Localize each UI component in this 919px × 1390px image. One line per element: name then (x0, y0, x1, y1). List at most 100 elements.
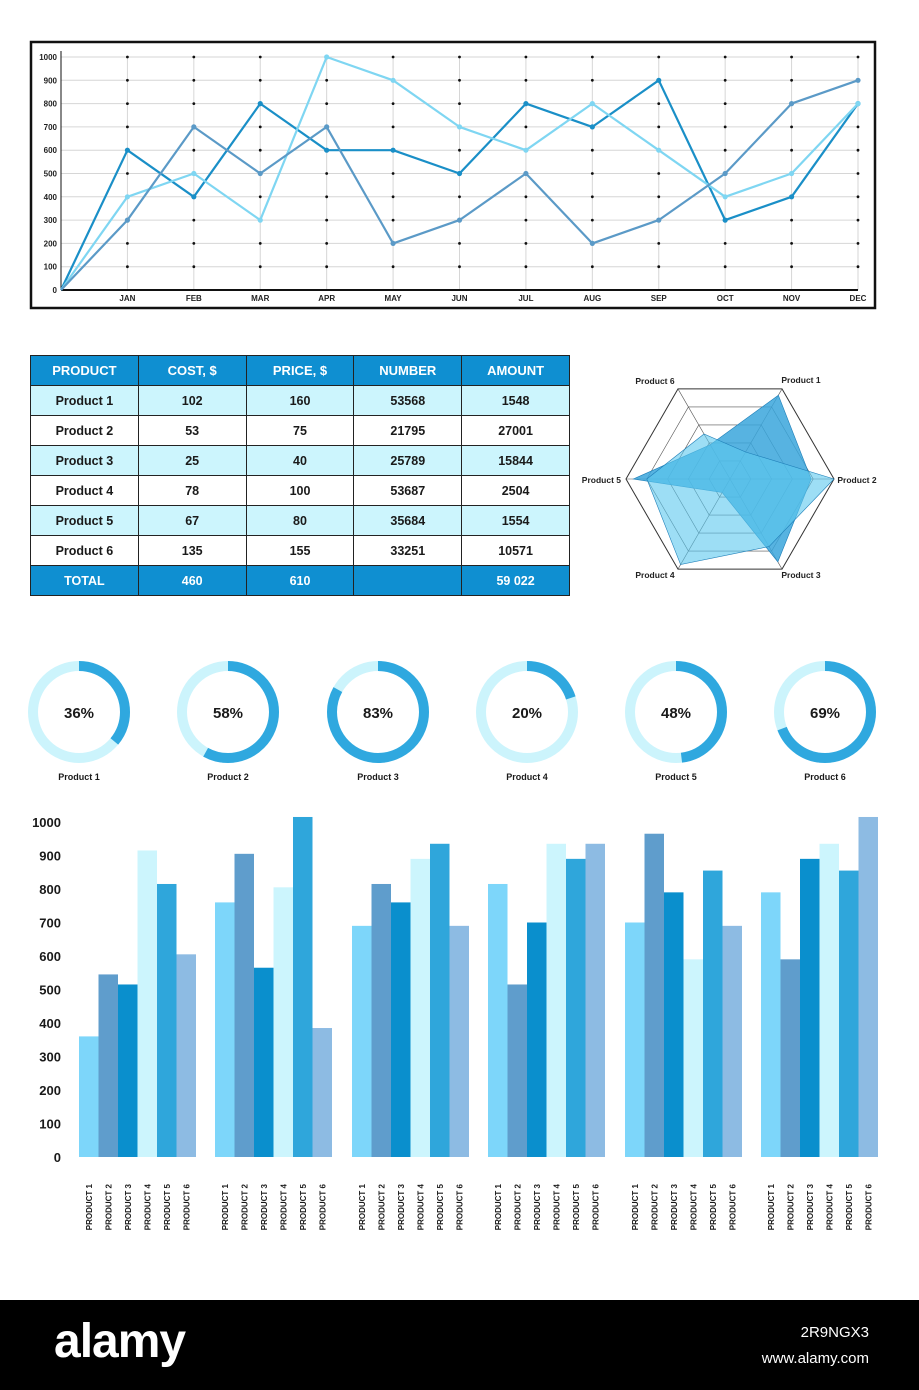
series-point-2 (257, 217, 263, 223)
footer-site-url: www.alamy.com (761, 1350, 869, 1367)
series-point-1 (722, 217, 728, 223)
grid-dot (657, 242, 661, 245)
bar (683, 959, 703, 1157)
donut-product-label: Product 1 (58, 772, 100, 782)
grid-dot (590, 172, 594, 175)
donut-percent-label: 36% (64, 705, 94, 722)
donut-progress-arc (327, 661, 429, 763)
bar-category-label: PRODUCT 3 (806, 1183, 815, 1230)
grid-dot (391, 265, 395, 269)
bar-category-label: PRODUCT 5 (572, 1183, 581, 1230)
grid-dot (723, 55, 727, 59)
table-header-row: PRODUCT COST, $ PRICE, $ NUMBER AMOUNT (30, 355, 570, 386)
bar (410, 858, 430, 1157)
total-cell: 610 (245, 565, 355, 596)
bar-category-label: PRODUCT 2 (786, 1183, 795, 1230)
y-tick-label: 500 (44, 170, 58, 179)
bar-category-label: PRODUCT 5 (163, 1183, 172, 1230)
bar-y-tick-label: 0 (54, 1150, 61, 1165)
bar-category-label: PRODUCT 2 (104, 1183, 113, 1230)
bar-category-label: PRODUCT 6 (728, 1183, 737, 1230)
grid-dot (856, 265, 860, 269)
column-header: NUMBER (353, 355, 463, 386)
series-point-3 (456, 217, 463, 223)
bar-y-tick-label: 100 (39, 1117, 61, 1132)
grid-dot (790, 148, 793, 152)
table-cell: Product 4 (30, 475, 139, 506)
grid-dot (590, 78, 594, 82)
bar (137, 850, 157, 1157)
grid-dot (325, 102, 329, 105)
table-cell: Product 3 (30, 445, 139, 476)
radar-axis-label: Product 4 (635, 570, 674, 580)
bar (215, 902, 235, 1157)
series-point-3 (656, 217, 662, 223)
table-cell: 67 (137, 505, 247, 536)
table-cell: 33251 (353, 535, 463, 566)
y-tick-label: 700 (44, 123, 58, 132)
bar (79, 1036, 99, 1157)
grid-dot (258, 125, 262, 129)
table-cell: 160 (245, 385, 355, 416)
table-row: Product 4 78 100 53687 2504 (30, 475, 570, 506)
bar-category-label: PRODUCT 2 (650, 1183, 659, 1230)
series-point-3 (523, 170, 529, 177)
series-point-3 (124, 217, 131, 223)
bar (371, 883, 391, 1157)
donut-progress-arc (625, 661, 727, 763)
table-row: Product 2 53 75 21795 27001 (30, 415, 570, 446)
bar-y-tick-label: 1000 (32, 815, 61, 830)
table-cell: Product 2 (30, 415, 139, 446)
grid-dot (590, 148, 594, 152)
donut-product-label: Product 2 (207, 772, 249, 782)
grid-dot (325, 218, 329, 222)
grid-dot (524, 265, 528, 269)
table-row: Product 3 25 40 25789 15844 (30, 445, 570, 476)
grid-dot (126, 55, 129, 59)
column-header: PRODUCT (30, 355, 139, 386)
series-point-2 (456, 124, 463, 130)
series-point-3 (788, 101, 795, 107)
y-tick-label: 300 (44, 216, 58, 225)
grid-dot (192, 148, 196, 152)
grid-dot (325, 195, 329, 199)
series-point-2 (124, 194, 131, 200)
grid-dot (790, 218, 793, 222)
bar-category-label: PRODUCT 5 (299, 1183, 308, 1230)
grid-dot (325, 242, 329, 245)
total-cell: TOTAL (30, 565, 139, 596)
series-point-3 (722, 170, 728, 177)
bar-category-label: PRODUCT 4 (689, 1183, 698, 1230)
x-tick-label: JAN (119, 294, 135, 303)
bar (644, 833, 664, 1157)
bar (625, 922, 645, 1157)
grid-dot (524, 78, 528, 82)
product-donut-charts: 36% Product 1 58% Product 2 83% Product 3 20% P… (28, 661, 876, 782)
bar-category-label: PRODUCT 3 (670, 1183, 679, 1230)
bar (312, 1028, 332, 1157)
bar-category-label: PRODUCT 3 (124, 1183, 133, 1230)
x-tick-label: SEP (651, 294, 668, 303)
grid-dot (458, 195, 461, 199)
series-point-2 (390, 77, 396, 83)
grid-dot (723, 102, 727, 105)
bar (527, 922, 547, 1157)
donut-product-label: Product 5 (655, 772, 697, 782)
series-point-3 (257, 170, 263, 177)
grid-dot (723, 242, 727, 245)
x-tick-label: APR (318, 294, 335, 303)
table-cell: 53687 (353, 475, 463, 506)
bar-y-tick-label: 200 (39, 1083, 61, 1098)
grid-dot (258, 78, 262, 82)
bar (293, 816, 313, 1157)
grid-dot (458, 265, 461, 269)
series-point-2 (656, 147, 662, 153)
grid-dot (258, 265, 262, 269)
grid-dot (258, 242, 262, 245)
table-row: Product 5 67 80 35684 1554 (30, 505, 570, 536)
y-tick-label: 800 (44, 100, 58, 109)
product-radar-chart: Product 1 Product 2 Product 3 Product 4 Prod… (582, 375, 877, 580)
series-point-1 (324, 147, 330, 153)
table-total-row: TOTAL 460 610 59 022 (30, 565, 570, 596)
radar-axis-label: Product 6 (635, 376, 674, 386)
